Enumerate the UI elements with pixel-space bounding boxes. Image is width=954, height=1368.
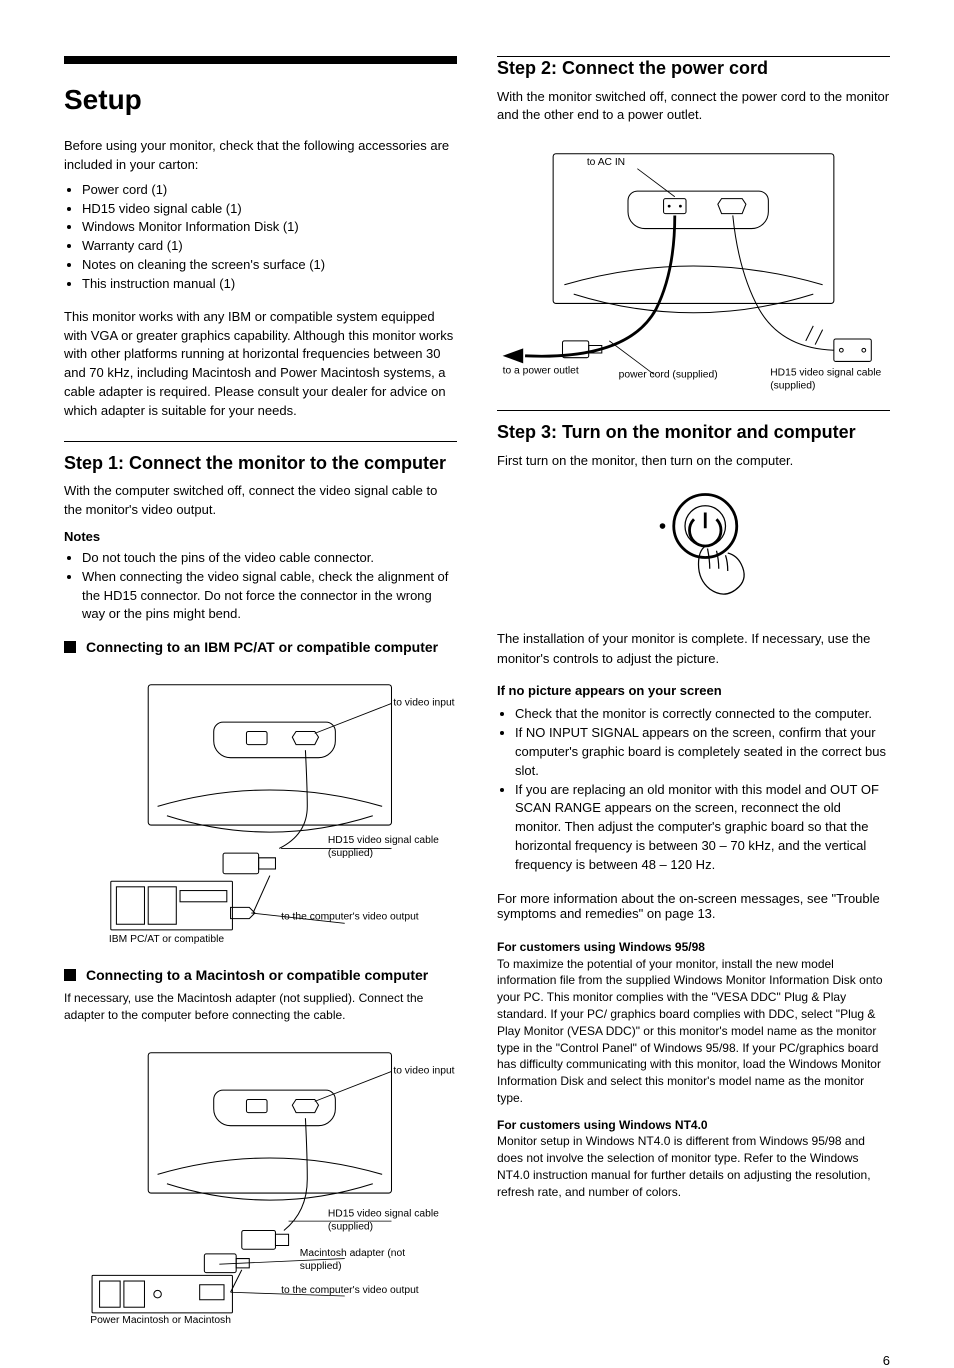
page-number: 6 [64,1353,890,1368]
left-column: Setup Before using your monitor, check t… [64,56,457,1337]
step3-title: Step 3: Turn on the monitor and computer [497,421,890,444]
list-item: HD15 video signal cable (1) [82,200,457,219]
callout-video-output: to the computer's video output [281,1285,449,1298]
no-picture-heading: If no picture appears on your screen [497,682,890,701]
power-button-svg [604,481,784,605]
notes-heading: Notes [64,528,457,547]
two-column-layout: Setup Before using your monitor, check t… [64,56,890,1337]
nt40-body: Monitor setup in Windows NT4.0 is differ… [497,1133,890,1200]
list-item: If NO INPUT SIGNAL appears on the screen… [515,724,890,781]
callout-adapter: Macintosh adapter (not supplied) [300,1247,450,1273]
figure-b-svg: to video input HD15 video signal cable (… [64,1034,457,1324]
intro-text-1: Before using your monitor, check that th… [64,137,457,175]
figure-power-button [497,481,890,610]
figure-b: to video input HD15 video signal cable (… [64,1034,457,1329]
figure-a-svg: to video input HD15 video signal cable (… [64,666,457,947]
figure-step2-svg: to AC IN to a power outlet power cord (s… [497,135,890,397]
callout-power-cord: power cord (supplied) [619,369,759,382]
step3-after-1: The installation of your monitor is comp… [497,629,890,668]
square-bullet-icon [64,969,76,981]
list-item: Notes on cleaning the screen's surface (… [82,256,457,275]
figure-a: to video input HD15 video signal cable (… [64,666,457,952]
figure-a-lead-text: Connecting to an IBM PC/AT or compatible… [86,638,438,656]
figure-a-lead: Connecting to an IBM PC/AT or compatible… [64,638,457,656]
step1-note: With the computer switched off, connect … [64,482,457,520]
divider [497,410,890,411]
notes-list: Do not touch the pins of the video cable… [82,549,457,624]
list-item: Warranty card (1) [82,237,457,256]
list-item: When connecting the video signal cable, … [82,568,457,625]
callout-mac-label: Power Macintosh or Macintosh computer [90,1315,249,1324]
callout-pc-label: IBM PC/AT or compatible computer [109,934,249,947]
figure-b-footnote: If necessary, use the Macintosh adapter … [64,990,457,1024]
section-bar [64,56,457,64]
troubleshoot-ref: For more information about the on-screen… [497,891,890,921]
list-item: If you are replacing an old monitor with… [515,781,890,875]
callout-hd15-cable: HD15 video signal cable (supplied) [770,367,890,393]
figure-step2: to AC IN to a power outlet power cord (s… [497,135,890,402]
callout-video-input: to video input [393,1065,454,1076]
step2-title: Step 2: Connect the power cord [497,57,890,80]
right-column: Step 2: Connect the power cord With the … [497,56,890,1337]
callout-outlet: to a power outlet [503,365,606,378]
page: Setup Before using your monitor, check t… [0,0,954,1274]
divider [64,441,457,442]
step2-body: With the monitor switched off, connect t… [497,88,890,126]
nt40-heading: For customers using Windows NT4.0 [497,1117,890,1134]
callout-ac-in: to AC IN [587,157,625,168]
list-item: Check that the monitor is correctly conn… [515,705,890,724]
figure-b-lead-text: Connecting to a Macintosh or compatible … [86,966,428,984]
accessory-list: Power cord (1) HD15 video signal cable (… [82,181,457,294]
step3-body: First turn on the monitor, then turn on … [497,452,890,471]
list-item: Power cord (1) [82,181,457,200]
list-item: This instruction manual (1) [82,275,457,294]
win95-heading: For customers using Windows 95/98 [497,939,890,956]
square-bullet-icon [64,641,76,653]
callout-hd15-cable: HD15 video signal cable (supplied) [328,835,450,861]
callout-video-output: to the computer's video output [281,912,440,925]
win95-body: To maximize the potential of your monito… [497,956,890,1107]
figure-b-lead: Connecting to a Macintosh or compatible … [64,966,457,984]
callout-video-input: to video input [393,698,454,709]
callout-hd15-cable: HD15 video signal cable (supplied) [328,1208,450,1234]
page-title: Setup [64,82,457,117]
no-picture-list: Check that the monitor is correctly conn… [515,705,890,875]
list-item: Windows Monitor Information Disk (1) [82,218,457,237]
list-item: Do not touch the pins of the video cable… [82,549,457,568]
step1-title: Step 1: Connect the monitor to the compu… [64,452,457,475]
intro-text-2: This monitor works with any IBM or compa… [64,308,457,421]
